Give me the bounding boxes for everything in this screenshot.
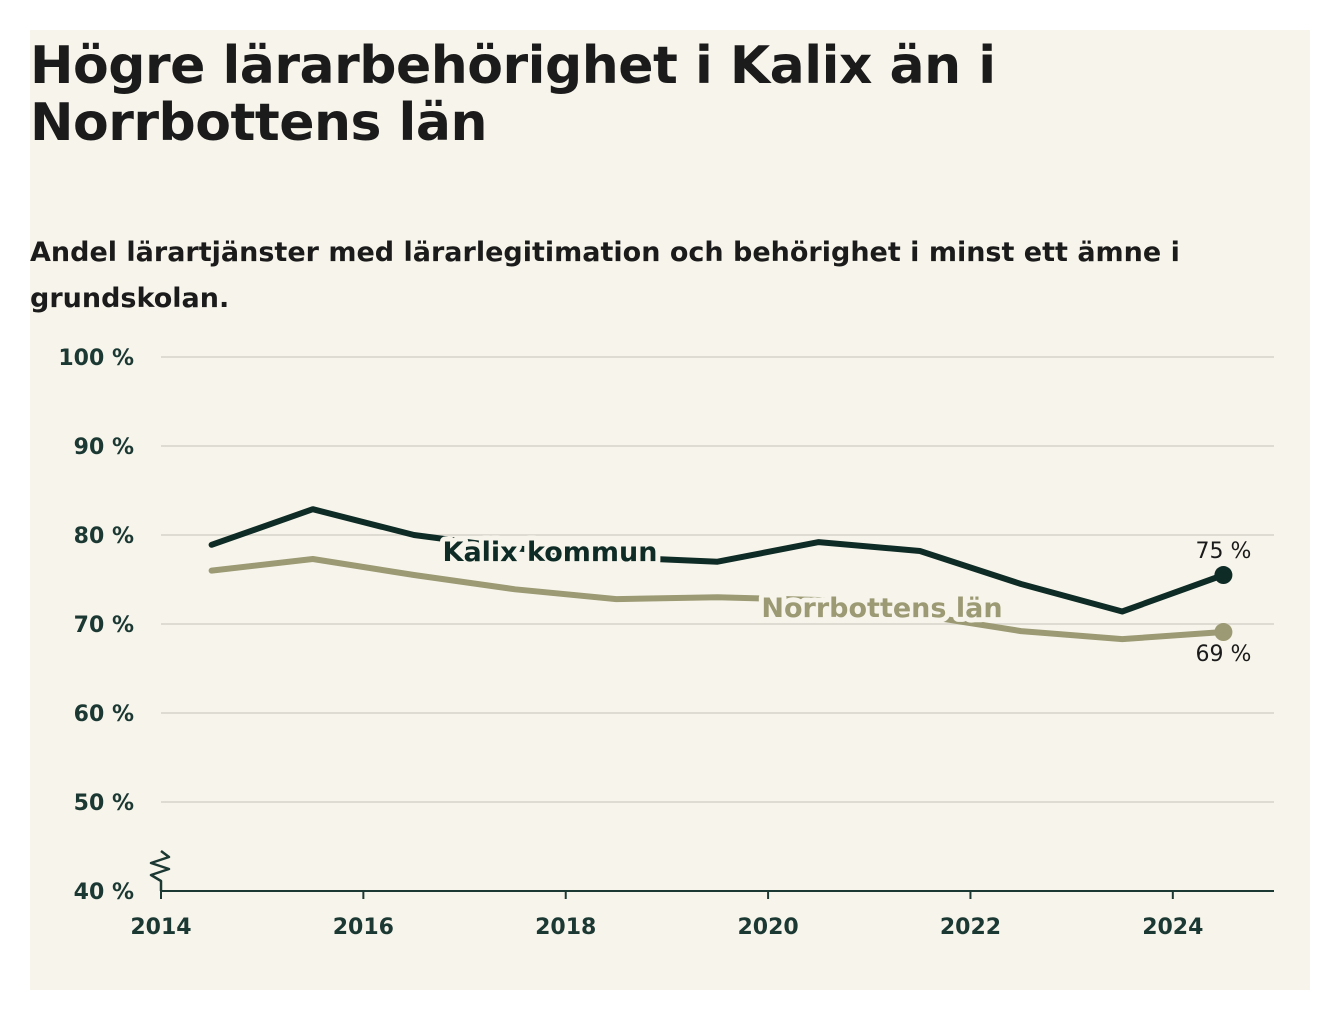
- x-axis: 2014 2016 2018 2020 2022 2024: [130, 850, 1274, 940]
- kalix-series-label: Kalix kommun: [443, 537, 658, 568]
- y-axis-labels: 40 % 50 % 60 % 70 % 80 % 90 % 100 %: [58, 346, 134, 905]
- series-lines: 69 % 75 % Kalix kommun Norrbottens län: [208, 506, 1251, 667]
- x-tick-label: 2014: [130, 915, 191, 940]
- chart-subtitle: Andel lärartjänster med lärarlegitimatio…: [30, 237, 1180, 314]
- chart-card: Högre lärarbehörighet i Kalix än i Norrb…: [30, 30, 1310, 990]
- x-tick-label: 2018: [535, 915, 596, 940]
- chart-title: Högre lärarbehörighet i Kalix än i Norrb…: [30, 36, 996, 153]
- axis-break-icon: [149, 850, 171, 891]
- x-tick-label: 2020: [737, 915, 798, 940]
- kalix-series-line: [208, 506, 1227, 615]
- line-chart: 40 %50 %60 %70 %80 %90 %100 % 2014 2016 20…: [58, 346, 1274, 940]
- gridlines: [161, 356, 1274, 803]
- norrbotten-series-label: Norrbottens län: [761, 593, 1002, 624]
- y-tick-label: 50 %: [74, 791, 134, 816]
- y-tick-label: 90 %: [74, 435, 134, 460]
- y-tick-label: 80 %: [74, 524, 134, 549]
- norrbotten-end-point: [1214, 623, 1233, 642]
- x-tick-label: 2022: [940, 915, 1001, 940]
- y-tick-label: 70 %: [74, 613, 134, 638]
- kalix-end-label: 75 %: [1195, 539, 1251, 564]
- norrbotten-series-line: [208, 556, 1227, 643]
- y-tick-label: 40 %: [74, 880, 134, 905]
- kalix-end-point: [1214, 566, 1233, 585]
- y-tick-label: 60 %: [74, 702, 134, 727]
- norrbotten-end-label: 69 %: [1195, 642, 1251, 667]
- x-tick-label: 2024: [1142, 915, 1203, 940]
- y-tick-label: 100 %: [58, 346, 134, 371]
- x-tick-label: 2016: [333, 915, 394, 940]
